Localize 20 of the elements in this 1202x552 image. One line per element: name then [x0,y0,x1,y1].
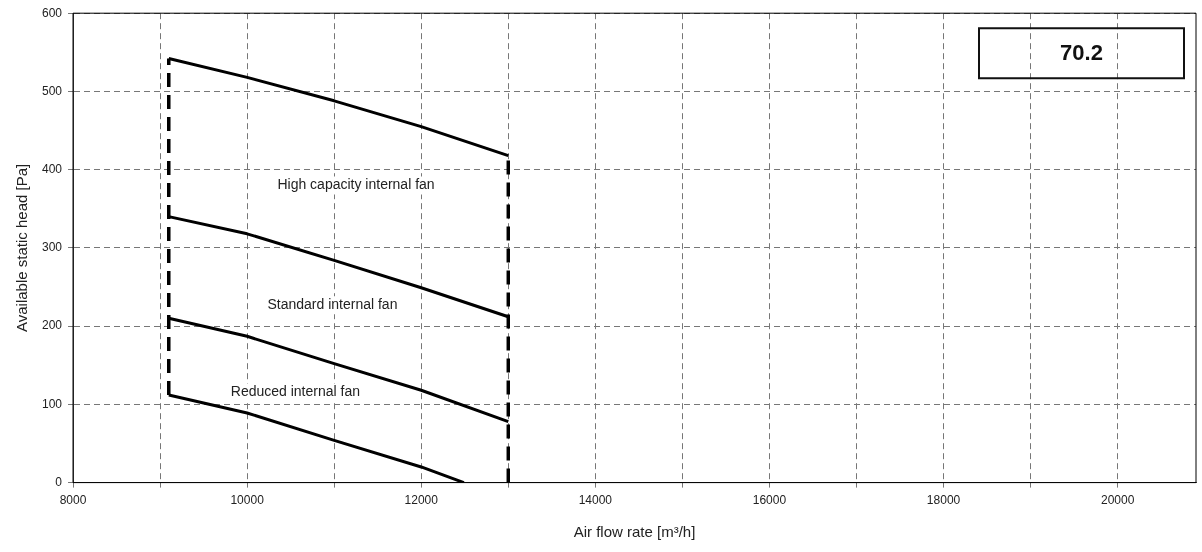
x-axis-title: Air flow rate [m³/h] [573,523,696,541]
y-tick-label: 400 [41,161,63,176]
annotation: High capacity internal fan [277,176,435,193]
y-tick-label: 100 [41,396,63,411]
annotation: Standard internal fan [267,296,398,313]
y-tick-label: 600 [41,5,63,20]
x-tick-label: 14000 [578,493,613,508]
y-axis-title: Available static head [Pa] [13,163,31,332]
x-tick-label: 8000 [59,493,87,508]
x-tick-label: 20000 [1100,493,1135,508]
annotation: Reduced internal fan [230,383,360,400]
y-tick-label: 0 [55,474,63,489]
x-tick-label: 12000 [404,493,439,508]
x-tick-label: 10000 [230,493,265,508]
annotation: 70.2 [1060,40,1103,66]
y-tick-label: 300 [41,240,63,255]
x-tick-label: 18000 [926,493,961,508]
y-tick-label: 500 [41,83,63,98]
x-tick-label: 16000 [752,493,787,508]
y-tick-label: 200 [41,318,63,333]
